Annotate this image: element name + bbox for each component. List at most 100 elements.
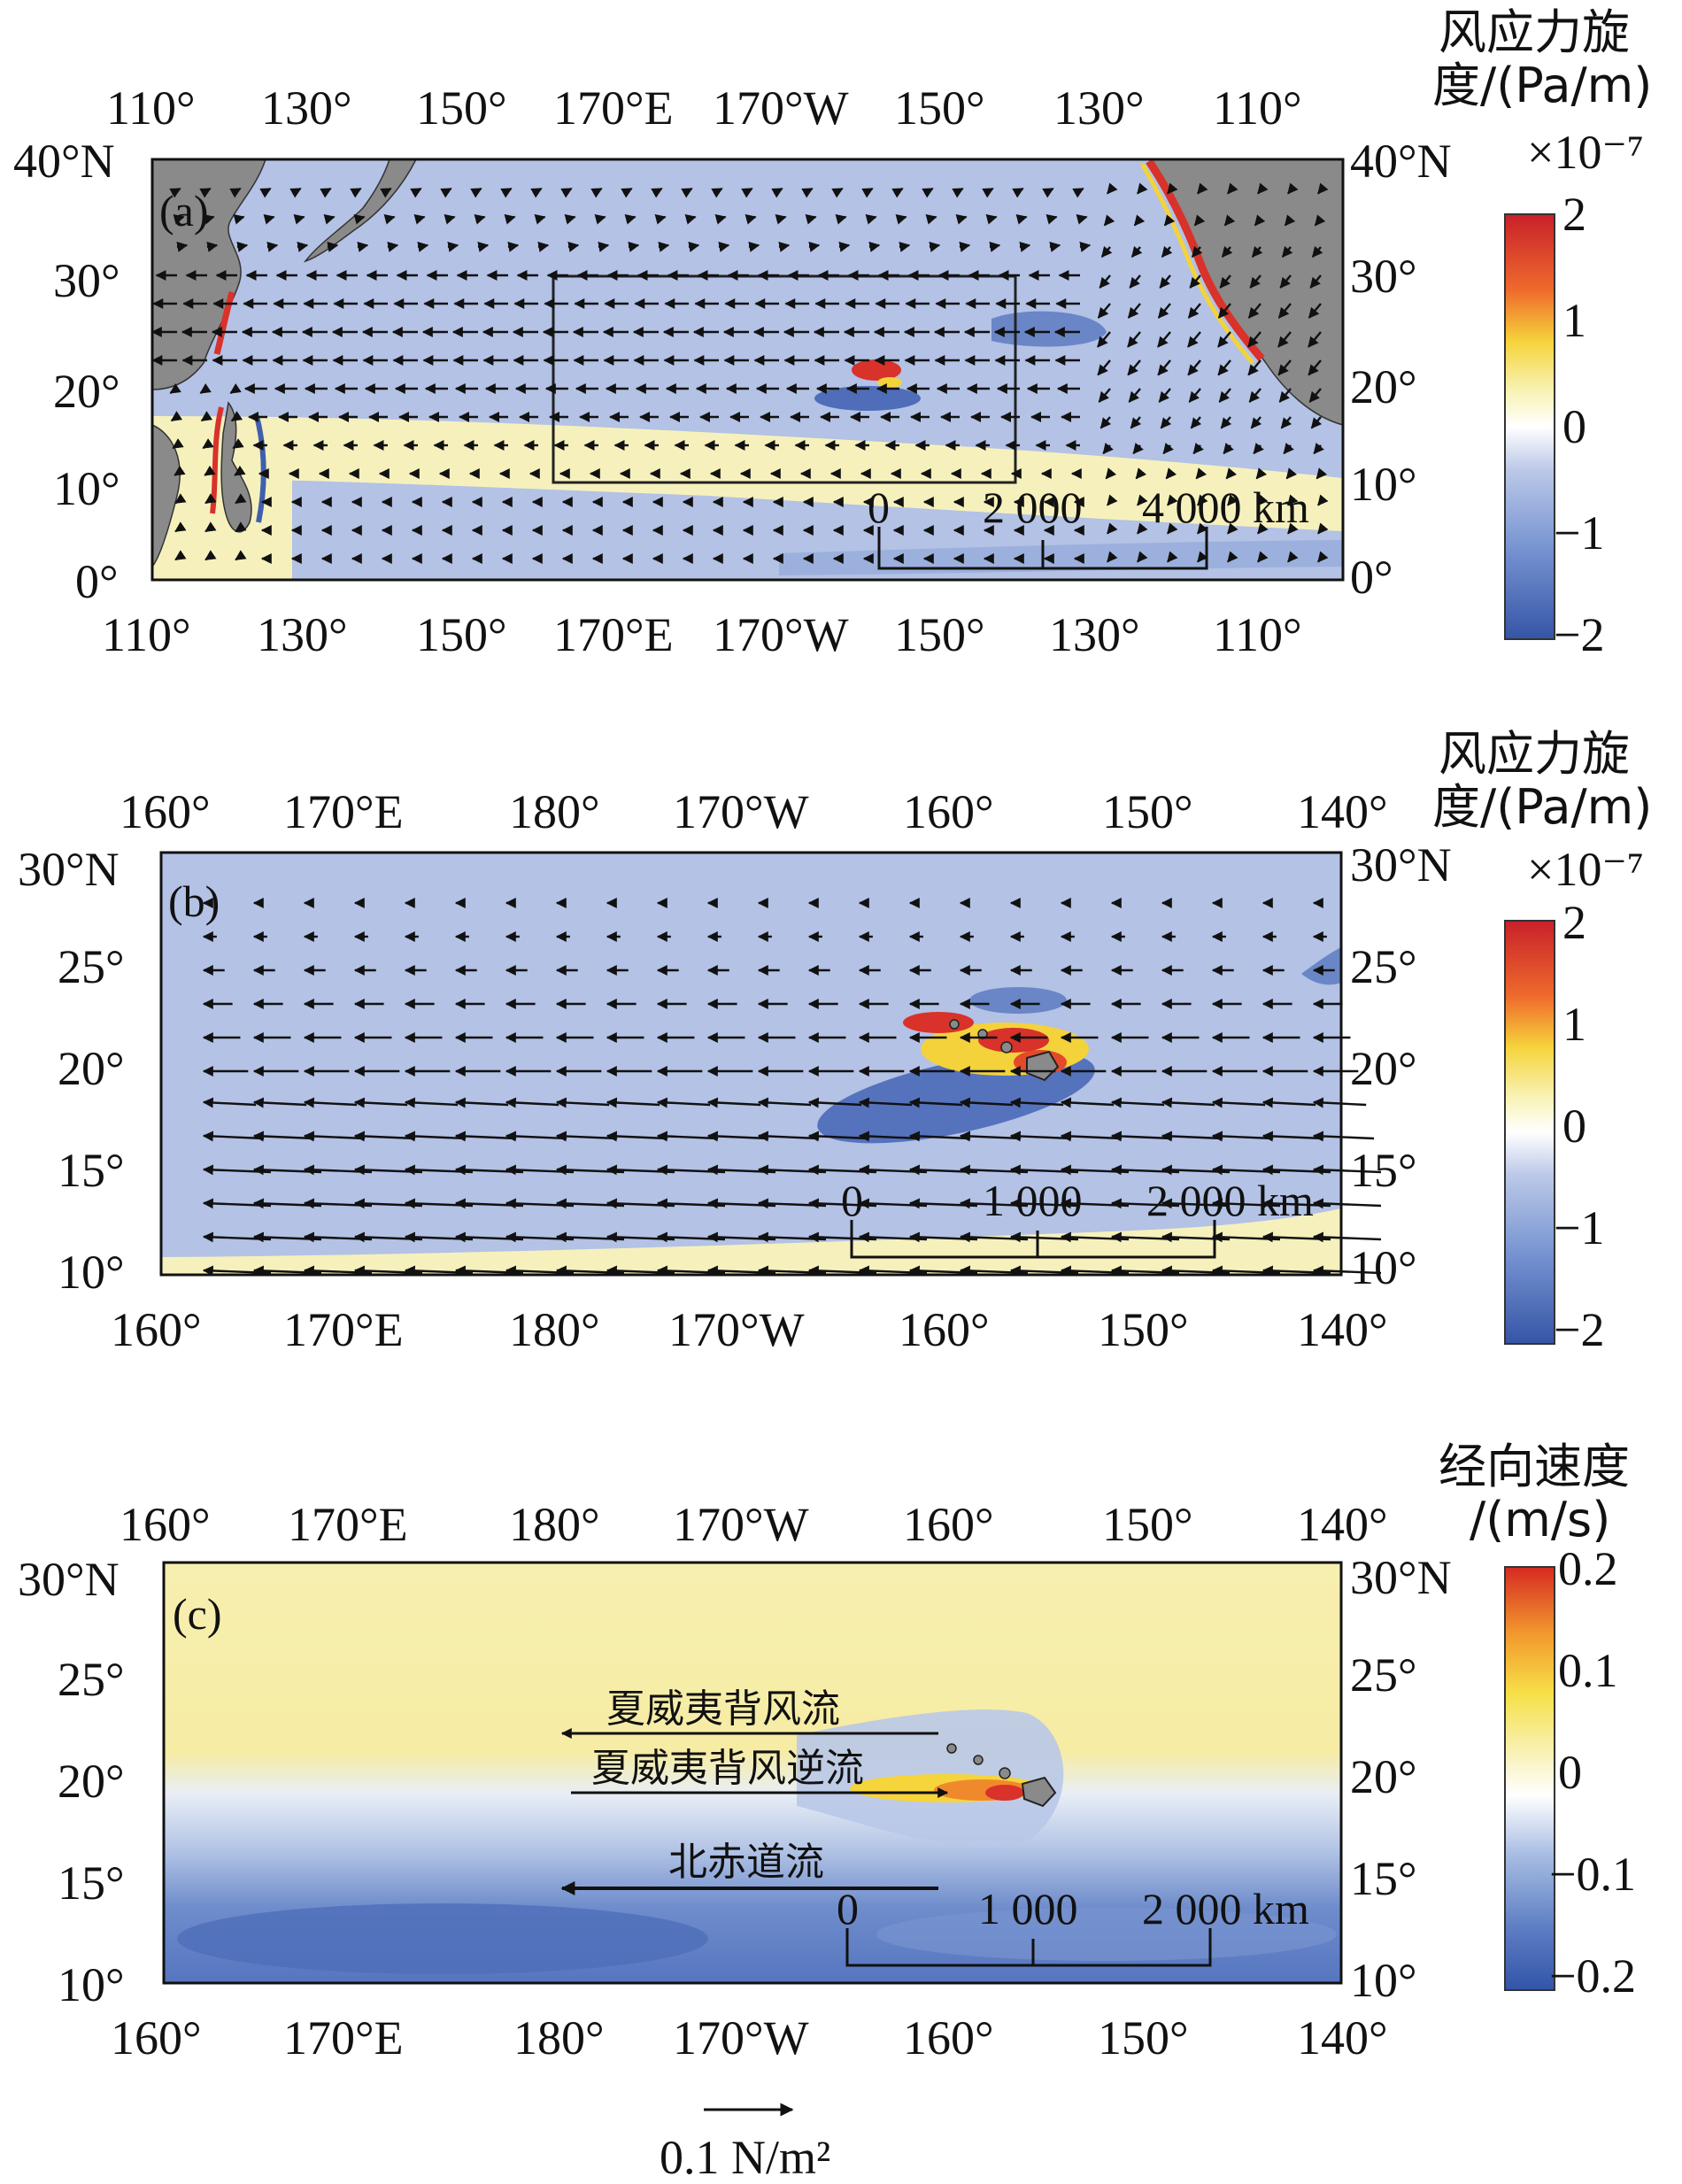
wind-vector — [235, 521, 247, 533]
wind-vector — [858, 1097, 913, 1108]
wind-vector — [555, 1097, 610, 1108]
a-top-tick-0: 110° — [106, 81, 196, 135]
wind-vector — [1248, 388, 1262, 403]
wind-vector — [1157, 303, 1171, 319]
wind-vector — [895, 213, 907, 225]
wind-vector — [831, 187, 844, 198]
wind-vector — [1158, 388, 1171, 403]
wind-vector — [1193, 214, 1206, 227]
wind-vector — [1219, 274, 1231, 289]
wind-vector — [1129, 274, 1141, 289]
wind-vector — [959, 242, 971, 252]
colorbar-a-tick-0: 2 — [1562, 188, 1586, 241]
wind-vector — [1195, 467, 1207, 480]
wind-vector — [202, 438, 214, 450]
wind-vector — [1127, 331, 1141, 348]
wind-vector — [1167, 551, 1178, 563]
panel-a-land-japan — [303, 158, 418, 263]
wind-vector — [1287, 522, 1299, 535]
wind-vector — [229, 383, 242, 394]
colorbar-c-tick-0: 0.2 — [1558, 1542, 1618, 1595]
colorbar-b-tick-1: 1 — [1562, 998, 1586, 1051]
wind-vector — [1157, 359, 1171, 376]
panel-a-coast-yellow — [1139, 162, 1254, 365]
wind-vector — [387, 242, 399, 252]
wind-vector — [684, 213, 697, 225]
c-left-tick-3: 15° — [58, 1856, 125, 1910]
wind-vector — [1250, 416, 1262, 429]
wind-vector — [235, 493, 247, 505]
colorbar-c-tick-1: 0.1 — [1558, 1644, 1618, 1697]
wind-vector — [410, 187, 422, 198]
wind-vector — [989, 242, 1001, 252]
wind-vector — [621, 187, 633, 198]
panel-c-label-nec: 北赤道流 — [668, 1840, 824, 1885]
wind-vector — [1127, 359, 1141, 376]
wind-vector — [1308, 303, 1322, 319]
wind-vector — [1218, 388, 1231, 403]
wind-vector — [505, 1097, 559, 1108]
wind-vector — [1287, 551, 1299, 563]
wind-vector — [1100, 245, 1113, 258]
wind-vector — [925, 213, 937, 225]
colorbar-a-multiplier: ×10⁻⁷ — [1527, 126, 1644, 179]
panel-b-frame — [159, 851, 1343, 1277]
panel-b: (b) 0 1 000 2 000 km — [159, 851, 1382, 1277]
wind-vector — [417, 242, 429, 252]
panel-c: (c) 夏威夷背风流 夏威夷背风逆流 北赤道流 0 1 000 2 000 km — [162, 1561, 1343, 1985]
wind-vector — [1188, 388, 1201, 403]
wind-vector — [1072, 187, 1084, 198]
wind-vector — [1283, 443, 1294, 455]
wind-vector — [1192, 443, 1204, 455]
wind-vector — [1312, 1198, 1382, 1209]
wind-vector — [1042, 187, 1054, 198]
c-left-tick-1: 25° — [58, 1653, 125, 1706]
wind-vector — [1284, 214, 1296, 227]
panel-c-scale-bar: 0 1 000 2 000 km — [837, 1884, 1309, 1967]
a-top-tick-5: 150° — [894, 81, 985, 135]
wind-vector — [899, 242, 911, 252]
wind-vector — [1314, 214, 1326, 227]
wind-vector — [1249, 274, 1262, 289]
panel-a-neg-patch — [991, 311, 1107, 347]
wind-vector — [1227, 182, 1238, 195]
c-right-tick-3: 15° — [1350, 1852, 1417, 1905]
wind-vector — [1308, 359, 1322, 376]
wind-vector — [1251, 245, 1263, 258]
b-top-tick-2: 180° — [509, 785, 600, 838]
wind-vector — [1009, 1097, 1064, 1108]
wind-vector — [263, 213, 275, 225]
wind-vector — [293, 213, 305, 225]
wind-vector — [1079, 242, 1092, 252]
wind-vector — [714, 213, 727, 225]
wind-vector — [1132, 443, 1144, 455]
panel-b-scale-2: 2 000 km — [1146, 1176, 1314, 1225]
wind-vector — [1257, 551, 1269, 563]
wind-vector — [1225, 467, 1238, 480]
panel-a-asia-red — [213, 291, 235, 355]
wind-vector — [1099, 274, 1111, 289]
c-top-tick-0: 160° — [120, 1498, 211, 1551]
wind-vector — [235, 550, 247, 561]
wind-vector — [681, 187, 693, 198]
wind-vector — [1130, 245, 1143, 258]
wind-vector — [1197, 522, 1208, 535]
panel-c-island-maui — [999, 1767, 1011, 1779]
wind-vector — [1312, 1265, 1382, 1277]
panel-a-scale-0: 0 — [868, 482, 890, 532]
colorbar-b-title-1: 风应力旋 — [1439, 726, 1630, 782]
wind-vector — [868, 242, 881, 252]
wind-vector — [1167, 522, 1178, 535]
wind-vector — [203, 213, 215, 225]
wind-vector — [560, 187, 573, 198]
c-top-tick-4: 160° — [903, 1498, 994, 1551]
wind-vector — [1312, 1231, 1382, 1243]
wind-vector — [204, 521, 217, 533]
wind-vector — [350, 187, 362, 198]
wind-vector — [1110, 1097, 1165, 1108]
wind-vector — [169, 383, 181, 394]
wind-vector — [1197, 551, 1208, 563]
wind-vector — [718, 242, 730, 252]
wind-vector — [1137, 522, 1148, 535]
wind-vector — [741, 187, 753, 198]
